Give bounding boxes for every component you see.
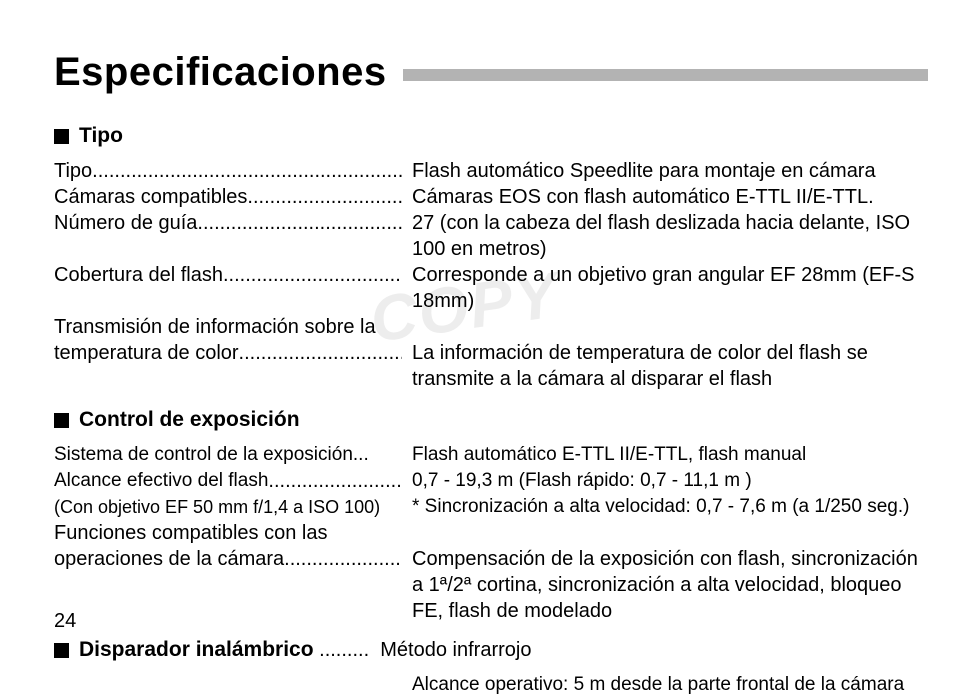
spec-label-line2: operaciones de la cámara	[54, 546, 284, 572]
section-heading-label: Tipo	[79, 124, 123, 148]
spec-label-line1: Transmisión de información sobre la	[54, 314, 402, 340]
page-number: 24	[54, 610, 76, 633]
spec-label: Número de guía	[54, 210, 197, 236]
spec-label: (Con objetivo EF 50 mm f/1,4 a ISO 100)	[54, 494, 380, 520]
leader-dots	[239, 340, 402, 362]
spec-value: 27 (con la cabeza del flash deslizada ha…	[402, 210, 928, 262]
section-heading-control: Control de exposición	[54, 408, 928, 432]
spec-row: Transmisión de información sobre la temp…	[54, 314, 928, 392]
spec-row: Alcance operativo: 5 m desde la parte fr…	[54, 672, 928, 698]
spec-value: Cámaras EOS con flash automático E-TTL I…	[402, 184, 928, 210]
leader-dots	[92, 158, 402, 180]
spec-value: La información de temperatura de color d…	[402, 314, 928, 392]
leader-dots	[223, 262, 402, 284]
leader-dots	[268, 468, 402, 490]
leader-dots	[284, 546, 402, 568]
spec-value: Corresponde a un objetivo gran angular E…	[402, 262, 928, 314]
square-bullet-icon	[54, 129, 69, 144]
spec-label-line1: Funciones compatibles con las	[54, 520, 402, 546]
title-row: Especificaciones	[54, 52, 928, 92]
spec-row: Cobertura del flash Corresponde a un obj…	[54, 262, 928, 314]
spec-label: Cobertura del flash	[54, 262, 223, 288]
spec-label: Tipo	[54, 158, 92, 184]
spec-value: Compensación de la exposición con flash,…	[402, 520, 928, 624]
spec-value: Método infrarrojo	[380, 639, 531, 662]
spec-value: 0,7 - 19,3 m (Flash rápido: 0,7 - 11,1 m…	[402, 468, 928, 494]
spec-label-line2: temperatura de color	[54, 340, 239, 366]
spec-row: Cámaras compatibles Cámaras EOS con flas…	[54, 184, 928, 210]
leader-dots	[247, 184, 402, 206]
spec-row: Sistema de control de la exposición ... …	[54, 442, 928, 468]
spec-value: Flash automático E-TTL II/E-TTL, flash m…	[402, 442, 928, 468]
spec-value: Flash automático Speedlite para montaje …	[402, 158, 928, 184]
section-heading-label: Disparador inalámbrico	[79, 638, 314, 662]
spec-label: Cámaras compatibles	[54, 184, 247, 210]
leader-dots: ...	[353, 442, 369, 468]
spec-row: Alcance efectivo del flash 0,7 - 19,3 m …	[54, 468, 928, 494]
leader-dots	[197, 210, 402, 232]
content: Tipo Tipo Flash automático Speedlite par…	[54, 124, 928, 698]
spec-label: Sistema de control de la exposición	[54, 442, 353, 468]
spec-value: Alcance operativo: 5 m desde la parte fr…	[402, 672, 928, 698]
section-heading-disparador: Disparador inalámbrico ......... Método …	[54, 638, 928, 662]
spec-row: Número de guía 27 (con la cabeza del fla…	[54, 210, 928, 262]
spec-row: (Con objetivo EF 50 mm f/1,4 a ISO 100) …	[54, 494, 928, 520]
square-bullet-icon	[54, 643, 69, 658]
section-heading-tipo: Tipo	[54, 124, 928, 148]
spec-row: Funciones compatibles con las operacione…	[54, 520, 928, 624]
page: COPY Especificaciones Tipo Tipo Flash au…	[0, 0, 954, 673]
spec-row: Tipo Flash automático Speedlite para mon…	[54, 158, 928, 184]
page-title: Especificaciones	[54, 52, 387, 92]
spec-label: Alcance efectivo del flash	[54, 468, 268, 494]
square-bullet-icon	[54, 413, 69, 428]
leader-dots: .........	[314, 639, 381, 662]
section-heading-label: Control de exposición	[79, 408, 300, 432]
title-rule	[403, 69, 928, 81]
spec-value: * Sincronización a alta velocidad: 0,7 -…	[402, 494, 928, 520]
